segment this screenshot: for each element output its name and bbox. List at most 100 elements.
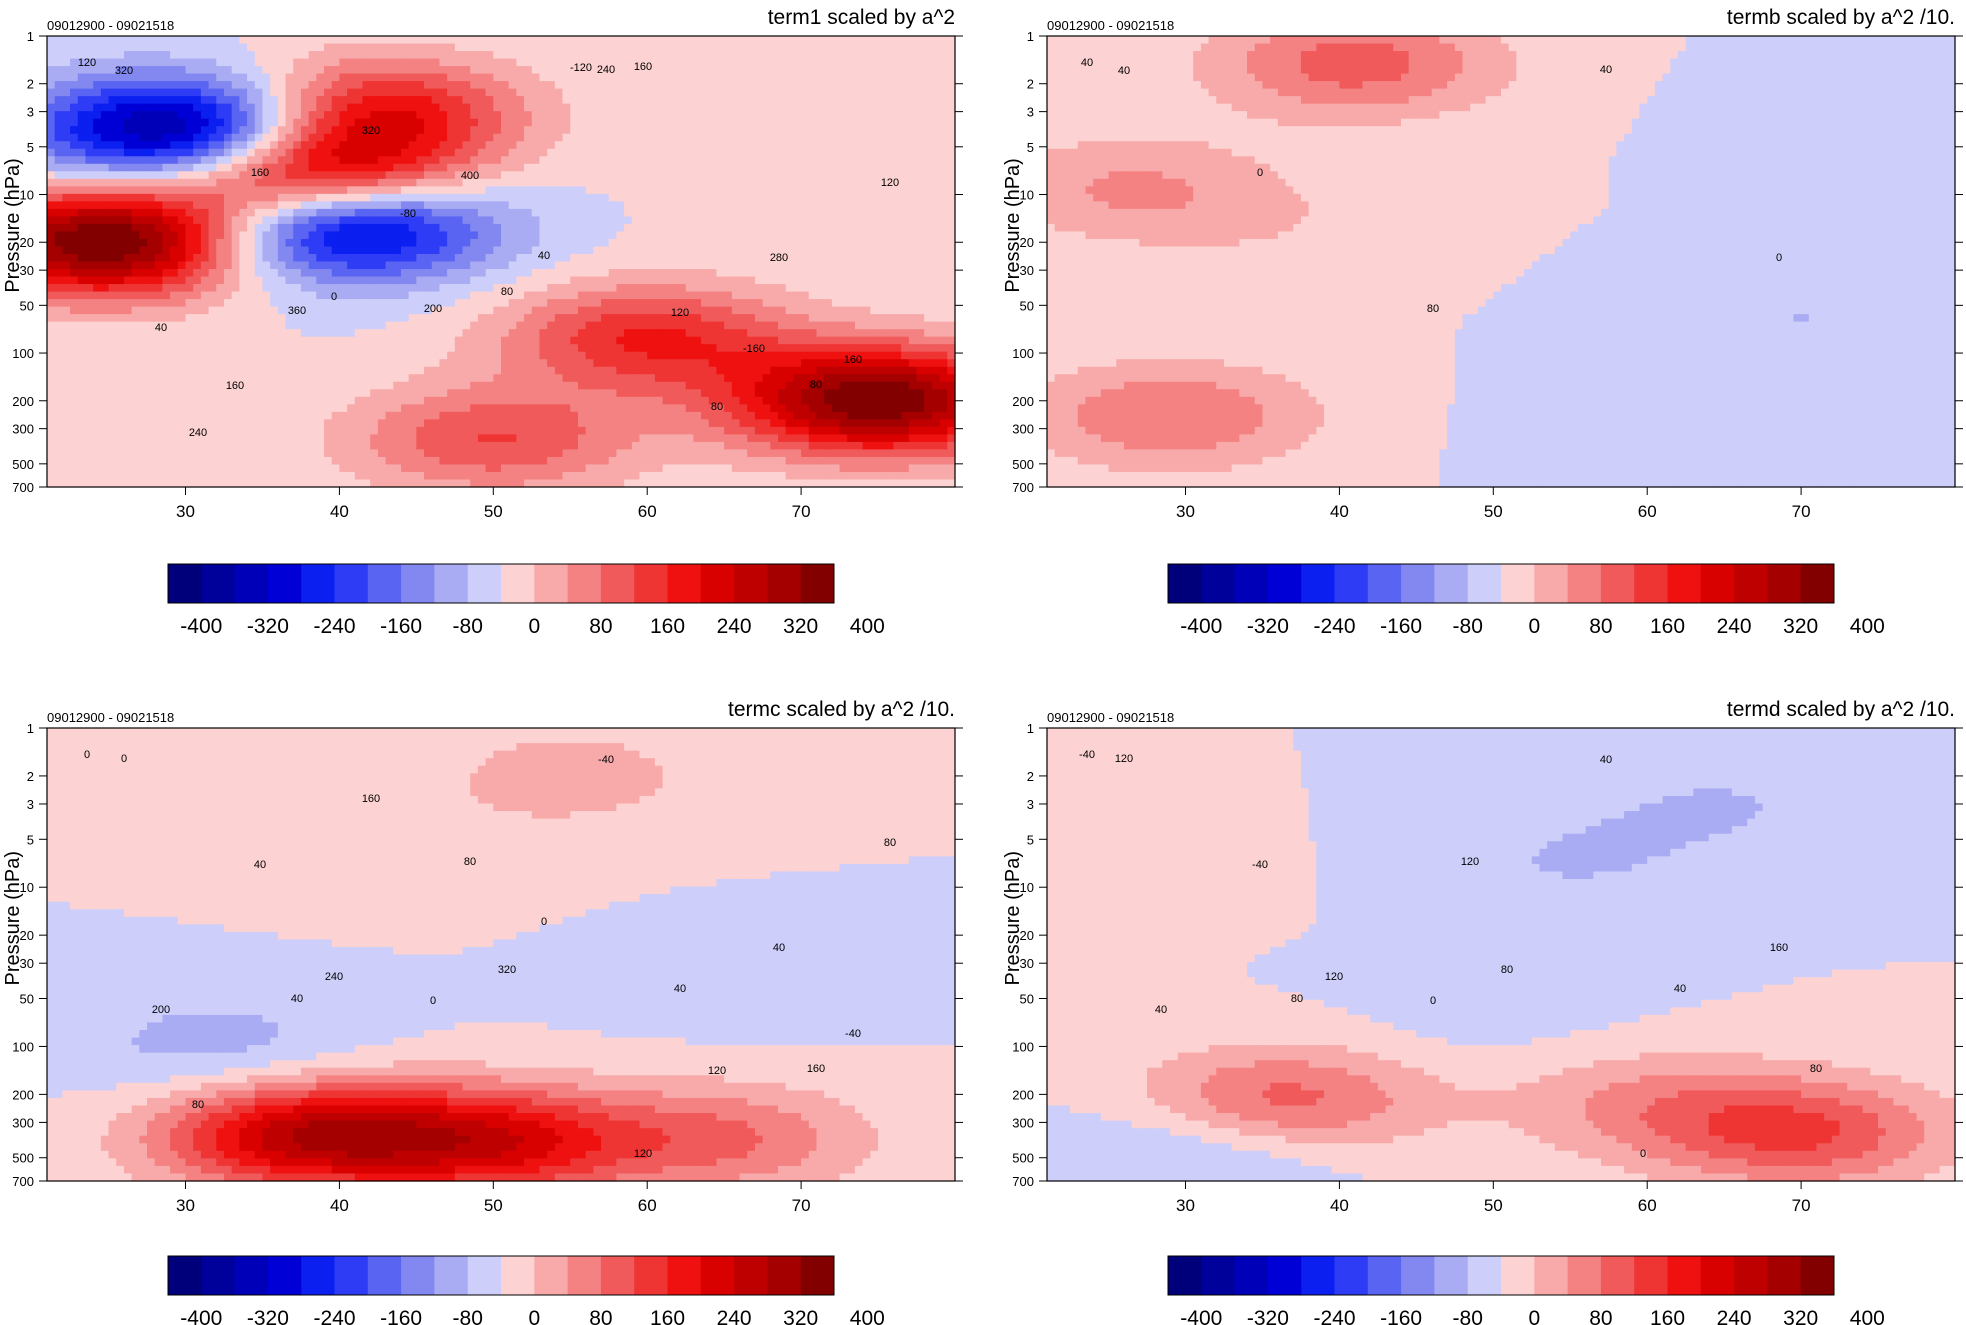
field-cell <box>47 96 55 104</box>
field-cell <box>70 246 78 254</box>
field-cell <box>93 449 101 457</box>
field-cell <box>47 434 55 442</box>
field-cell <box>55 299 63 307</box>
field-cell <box>78 322 86 330</box>
field-cell <box>78 164 86 172</box>
field-cell <box>70 194 78 202</box>
field-cell <box>132 194 140 202</box>
field-cell <box>62 194 70 202</box>
field-cell <box>70 344 78 352</box>
field-cell <box>139 216 147 224</box>
field-cell <box>170 442 178 450</box>
field-cell <box>101 314 109 322</box>
field-cell <box>170 134 178 142</box>
field-cell <box>162 277 170 285</box>
field-cell <box>178 299 186 307</box>
field-cell <box>78 224 86 232</box>
field-cell <box>55 186 63 194</box>
field-cell <box>162 262 170 270</box>
field-cell <box>170 239 178 247</box>
field-cell <box>62 141 70 149</box>
field-cell <box>132 149 140 157</box>
field-cell <box>132 239 140 247</box>
field-cell <box>55 156 63 164</box>
field-cell <box>93 246 101 254</box>
field-cell <box>55 404 63 412</box>
field-cell <box>162 111 170 119</box>
field-cell <box>78 472 86 480</box>
field-cell <box>124 186 132 194</box>
field-cell <box>109 314 117 322</box>
field-cell <box>101 246 109 254</box>
field-cell <box>139 434 147 442</box>
field-cell <box>55 74 63 82</box>
field-cell <box>147 59 155 67</box>
field-cell <box>101 216 109 224</box>
field-cell <box>170 329 178 337</box>
field-cell <box>55 171 63 179</box>
field-cell <box>155 231 163 239</box>
field-cell <box>186 119 194 127</box>
field-cell <box>162 171 170 179</box>
field-cell <box>155 307 163 315</box>
field-cell <box>47 119 55 127</box>
field-cell <box>93 359 101 367</box>
field-cell <box>178 134 186 142</box>
field-cell <box>55 239 63 247</box>
field-cell <box>62 254 70 262</box>
field-cell <box>101 66 109 74</box>
field-cell <box>155 96 163 104</box>
field-cell <box>155 81 163 89</box>
field-cell <box>162 472 170 480</box>
field-cell <box>78 434 86 442</box>
field-cell <box>139 284 147 292</box>
field-cell <box>47 472 55 480</box>
field-cell <box>139 389 147 397</box>
field-cell <box>78 104 86 112</box>
field-cell <box>162 216 170 224</box>
field-cell <box>139 337 147 345</box>
field-cell <box>78 404 86 412</box>
field-cell <box>85 262 93 270</box>
field-cell <box>162 299 170 307</box>
field-cell <box>70 412 78 420</box>
field-cell <box>132 246 140 254</box>
field-cell <box>85 352 93 360</box>
field-cell <box>124 246 132 254</box>
field-cell <box>55 134 63 142</box>
field-cell <box>78 292 86 300</box>
field-cell <box>139 239 147 247</box>
field-cell <box>85 412 93 420</box>
field-cell <box>85 464 93 472</box>
field-cell <box>109 472 117 480</box>
field-cell <box>62 239 70 247</box>
field-cell <box>101 149 109 157</box>
field-cell <box>47 284 55 292</box>
field-cell <box>93 74 101 82</box>
field-cell <box>162 292 170 300</box>
field-cell <box>62 314 70 322</box>
field-cell <box>62 397 70 405</box>
field-cell <box>132 231 140 239</box>
field-cell <box>147 126 155 134</box>
field-cell <box>147 472 155 480</box>
field-cell <box>170 44 178 52</box>
field-cell <box>162 96 170 104</box>
field-cell <box>178 397 186 405</box>
field-cell <box>132 81 140 89</box>
field-cell <box>147 231 155 239</box>
field-cell <box>116 119 124 127</box>
field-cell <box>155 262 163 270</box>
field-cell <box>147 359 155 367</box>
field-cell <box>101 404 109 412</box>
field-cell <box>170 389 178 397</box>
field-cell <box>162 36 170 44</box>
field-cell <box>109 119 117 127</box>
field-cell <box>178 104 186 112</box>
field-cell <box>109 126 117 134</box>
field-cell <box>147 179 155 187</box>
field-cell <box>55 329 63 337</box>
field-cell <box>47 246 55 254</box>
field-cell <box>132 141 140 149</box>
field-cell <box>170 186 178 194</box>
